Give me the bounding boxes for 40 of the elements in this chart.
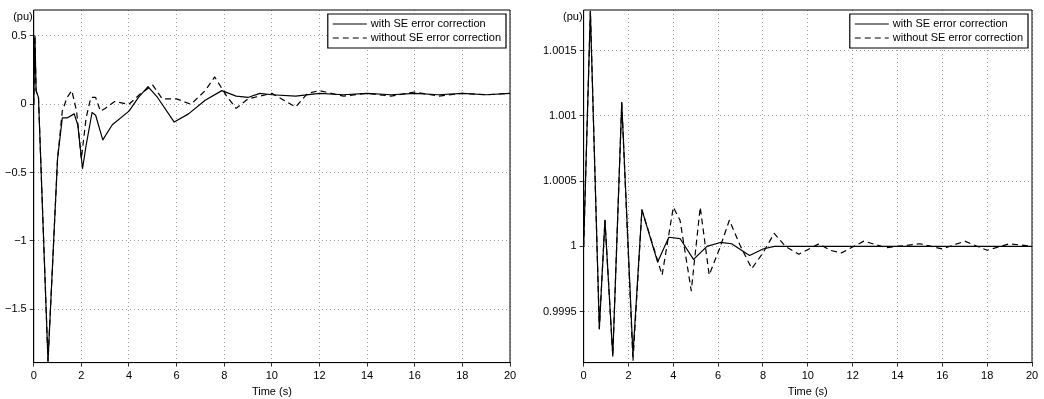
x-tick-label: 0 <box>30 369 37 382</box>
y-tick-label: −1 <box>14 234 27 246</box>
x-tick-label: 20 <box>503 369 517 382</box>
legend-label: with SE error correction <box>891 17 1008 30</box>
x-tick-label: 4 <box>125 369 133 382</box>
x-tick-label: 12 <box>313 369 326 382</box>
y-tick-label: 1 <box>570 239 577 252</box>
y-axis-title: (pu) <box>563 9 583 22</box>
y-tick-label: 1.001 <box>549 108 577 121</box>
x-tick-label: 0 <box>580 369 587 382</box>
x-tick-label: 8 <box>221 369 228 382</box>
y-tick-label: −0.5 <box>5 165 27 178</box>
x-tick-label: 6 <box>715 369 722 382</box>
x-tick-label: 14 <box>891 369 904 382</box>
y-tick-label: 1.0015 <box>542 43 577 56</box>
x-tick-label: 18 <box>981 369 994 382</box>
y-tick-label: 1.0005 <box>542 174 577 187</box>
x-tick-label: 10 <box>265 369 278 382</box>
y-tick-label: −1.5 <box>5 302 27 315</box>
y-axis-title: (pu) <box>13 9 33 22</box>
x-tick-label: 16 <box>936 369 949 382</box>
x-tick-label: 2 <box>78 369 85 382</box>
x-axis-title: Time (s) <box>251 385 292 398</box>
x-tick-label: 6 <box>173 369 180 382</box>
x-tick-label: 4 <box>670 369 677 382</box>
x-tick-label: 16 <box>408 369 421 382</box>
legend-label: without SE error correction <box>369 31 501 44</box>
x-tick-label: 20 <box>1025 369 1039 382</box>
x-tick-label: 12 <box>846 369 859 382</box>
legend-label: without SE error correction <box>891 31 1023 44</box>
x-tick-label: 10 <box>801 369 814 382</box>
x-tick-label: 18 <box>456 369 469 382</box>
legend-label: with SE error correction <box>369 17 486 30</box>
x-tick-label: 8 <box>759 369 767 382</box>
x-axis-title: Time (s) <box>787 385 828 398</box>
y-tick-label: 0.9995 <box>542 304 577 317</box>
y-tick-label: 0.5 <box>11 29 27 41</box>
x-tick-label: 14 <box>360 369 374 382</box>
x-tick-label: 2 <box>625 369 632 382</box>
y-tick-label: 0 <box>20 97 27 110</box>
